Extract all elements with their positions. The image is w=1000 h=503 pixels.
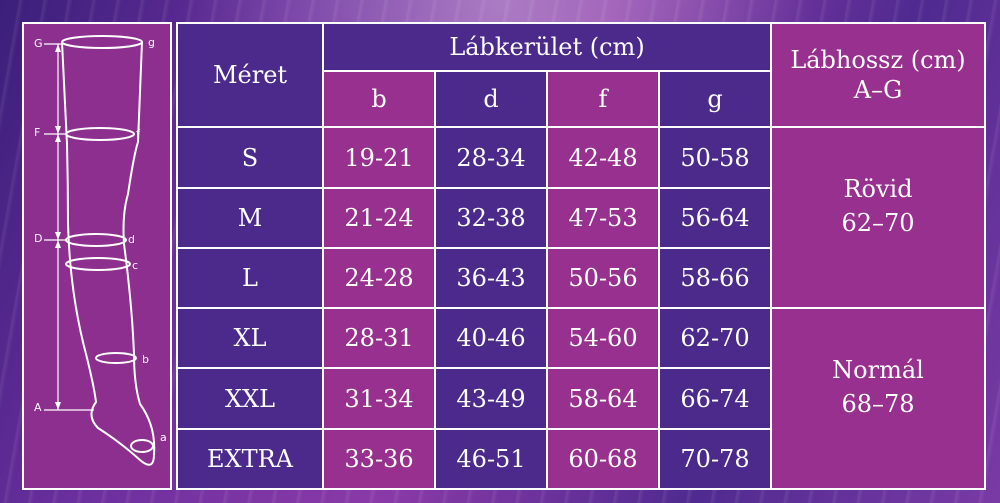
- length-header: Lábhossz (cm) A–G: [770, 21, 986, 129]
- size-cell: XXL: [176, 367, 324, 430]
- d-cell: 28-34: [434, 126, 548, 189]
- label-d: d: [128, 233, 135, 246]
- size-cell: EXTRA: [176, 427, 324, 491]
- length-normal-range: 68–78: [841, 390, 915, 419]
- b-cell: 19-21: [322, 126, 436, 189]
- b-cell: 31-34: [322, 367, 436, 430]
- length-short-range: 62–70: [841, 209, 915, 238]
- d-cell: 43-49: [434, 367, 548, 430]
- column-header-f: f: [546, 70, 660, 129]
- g-cell: 70-78: [658, 427, 772, 491]
- label-F: F: [34, 126, 41, 139]
- length-header-title: Lábhossz (cm): [790, 46, 966, 75]
- size-cell: M: [176, 186, 324, 249]
- f-cell: 54-60: [546, 307, 660, 370]
- length-normal-cell: Normál 68–78: [770, 307, 986, 490]
- g-cell: 58-66: [658, 246, 772, 310]
- size-cell: S: [176, 126, 324, 189]
- f-cell: 58-64: [546, 367, 660, 430]
- column-header-g: g: [658, 70, 772, 129]
- leg-measurement-diagram: G F D A g f d c b a: [22, 22, 172, 490]
- b-cell: 24-28: [322, 246, 436, 310]
- g-cell: 56-64: [658, 186, 772, 249]
- column-header-d: d: [434, 70, 548, 129]
- size-chart-table: Méret Lábkerület (cm) Lábhossz (cm) A–G …: [176, 21, 986, 491]
- label-A: A: [34, 401, 42, 414]
- length-short-name: Rövid: [843, 175, 913, 204]
- d-cell: 40-46: [434, 307, 548, 370]
- d-cell: 36-43: [434, 246, 548, 310]
- length-normal-name: Normál: [832, 356, 924, 385]
- g-cell: 50-58: [658, 126, 772, 189]
- table-row: EXTRA 33-36 46-51 60-68 70-78: [176, 427, 985, 491]
- table-row: L 24-28 36-43 50-56 58-66: [176, 246, 985, 310]
- table-row: M 21-24 32-38 47-53 56-64: [176, 186, 985, 249]
- table-row: S 19-21 28-34 42-48 50-58 Rövid 62–70: [176, 126, 986, 310]
- size-cell: XL: [176, 307, 324, 370]
- f-cell: 60-68: [546, 427, 660, 491]
- table-row: XXL 31-34 43-49 58-64 66-74: [176, 367, 985, 430]
- stocking-outline-icon: [44, 35, 156, 466]
- label-g: g: [148, 36, 155, 49]
- b-cell: 21-24: [322, 186, 436, 249]
- f-cell: 47-53: [546, 186, 660, 249]
- size-header: Méret: [176, 21, 324, 129]
- f-cell: 50-56: [546, 246, 660, 310]
- length-header-range: A–G: [853, 76, 903, 105]
- g-cell: 66-74: [658, 367, 772, 430]
- g-cell: 62-70: [658, 307, 772, 370]
- label-f: f: [136, 127, 140, 140]
- length-short-cell: Rövid 62–70: [770, 126, 986, 310]
- table-row: XL 28-31 40-46 54-60 62-70 Normál 68–78: [176, 307, 986, 490]
- circumference-header: Lábkerület (cm): [322, 21, 772, 73]
- d-cell: 32-38: [434, 186, 548, 249]
- f-cell: 42-48: [546, 126, 660, 189]
- label-b: b: [142, 353, 149, 366]
- b-cell: 28-31: [322, 307, 436, 370]
- size-cell: L: [176, 246, 324, 310]
- column-header-b: b: [322, 70, 436, 129]
- label-D: D: [34, 232, 43, 245]
- label-G: G: [34, 37, 43, 50]
- b-cell: 33-36: [322, 427, 436, 491]
- label-a: a: [160, 431, 167, 444]
- d-cell: 46-51: [434, 427, 548, 491]
- label-c: c: [132, 259, 139, 272]
